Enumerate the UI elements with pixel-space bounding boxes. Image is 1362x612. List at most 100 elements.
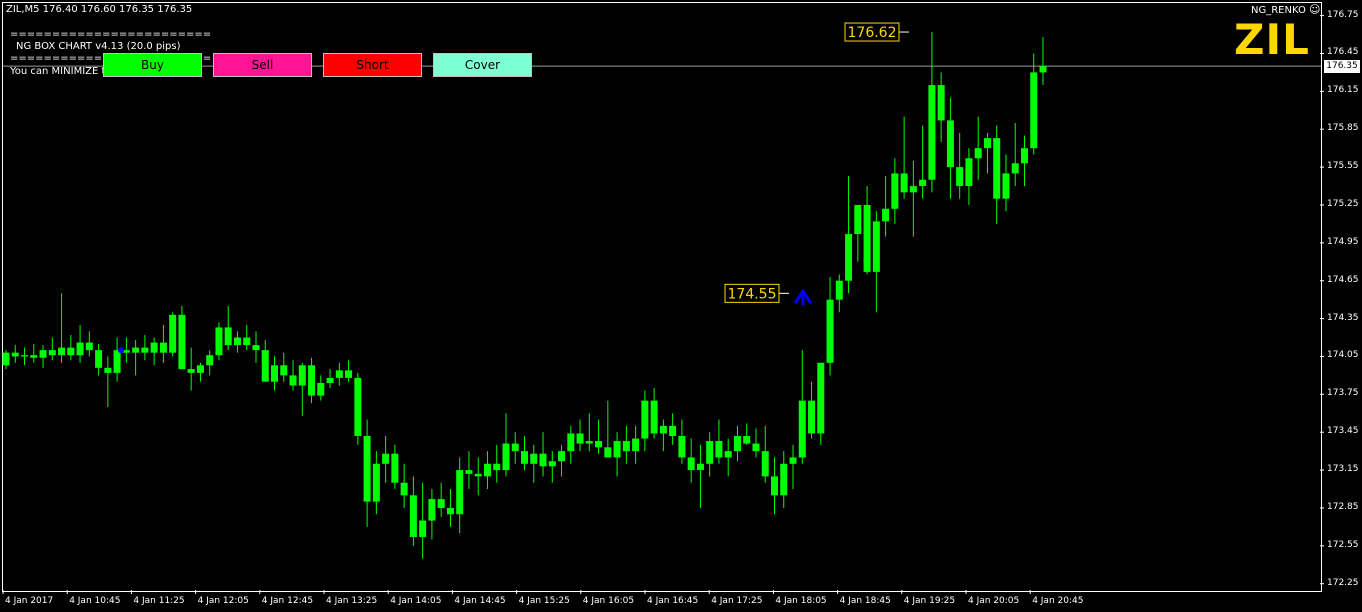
short-button[interactable]: Short bbox=[323, 53, 422, 77]
time-axis-label: 4 Jan 10:45 bbox=[69, 596, 121, 606]
bear-candle bbox=[48, 350, 56, 356]
bull-candle bbox=[21, 355, 29, 357]
bear-candle bbox=[946, 120, 954, 168]
bull-candle bbox=[789, 457, 797, 464]
bull-candle bbox=[613, 441, 621, 458]
time-axis-label: 4 Jan 12:05 bbox=[197, 596, 249, 606]
time-axis-label: 4 Jan 15:25 bbox=[518, 596, 570, 606]
price-axis-label: 174.65 bbox=[1327, 274, 1359, 285]
sell-button[interactable]: Sell bbox=[213, 53, 312, 77]
price-label-text: 176.62 bbox=[848, 25, 897, 41]
bull-candle bbox=[983, 138, 991, 149]
bull-candle bbox=[382, 453, 390, 464]
time-axis-label: 4 Jan 20:45 bbox=[1032, 596, 1084, 606]
bear-candle bbox=[604, 447, 612, 458]
bear-candle bbox=[67, 347, 75, 356]
bear-candle bbox=[11, 352, 19, 357]
bull-candle bbox=[419, 520, 427, 537]
smiley-icon: ☺ bbox=[1309, 3, 1321, 16]
bear-candle bbox=[363, 435, 371, 502]
bear-candle bbox=[808, 400, 816, 434]
bear-candle bbox=[937, 85, 945, 121]
time-axis-label: 4 Jan 17:25 bbox=[711, 596, 763, 606]
bull-candle bbox=[1002, 173, 1010, 199]
bull-candle bbox=[696, 463, 704, 471]
bull-candle bbox=[919, 179, 927, 187]
time-axis-label: 4 Jan 16:05 bbox=[582, 596, 635, 606]
bear-candle bbox=[622, 441, 630, 452]
bear-candle bbox=[308, 365, 316, 396]
symbol-watermark: ZIL bbox=[1234, 15, 1310, 64]
bear-candle bbox=[95, 350, 103, 368]
bull-candle bbox=[548, 461, 556, 467]
price-label-box bbox=[844, 22, 900, 42]
box-separator-top: ======================== bbox=[10, 29, 212, 40]
cover-button[interactable]: Cover bbox=[433, 53, 532, 77]
bull-candle bbox=[965, 158, 973, 187]
price-axis-label: 176.45 bbox=[1327, 47, 1359, 58]
bull-candle bbox=[169, 314, 177, 353]
bull-candle bbox=[39, 350, 47, 358]
price-axis-label: 174.95 bbox=[1327, 236, 1359, 247]
bull-candle bbox=[1030, 72, 1038, 149]
bull-candle bbox=[798, 400, 806, 458]
bull-candle bbox=[271, 365, 279, 382]
bull-candle bbox=[317, 382, 325, 396]
time-axis-label: 4 Jan 18:05 bbox=[775, 596, 827, 606]
price-axis-label: 173.15 bbox=[1327, 464, 1359, 475]
bear-candle bbox=[761, 451, 769, 477]
bear-candle bbox=[521, 451, 528, 464]
bear-candle bbox=[85, 342, 93, 351]
bull-candle bbox=[706, 441, 714, 464]
buy-button[interactable]: Buy bbox=[103, 53, 202, 77]
chart-area[interactable] bbox=[2, 2, 1322, 592]
bear-candle bbox=[122, 350, 130, 353]
bull-candle bbox=[530, 453, 538, 464]
bear-candle bbox=[576, 433, 584, 444]
bear-candle bbox=[650, 400, 658, 434]
bear-candle bbox=[493, 463, 501, 471]
bull-candle bbox=[58, 347, 66, 356]
bull-candle bbox=[558, 451, 566, 462]
bull-candle bbox=[891, 173, 899, 209]
time-axis-label: 4 Jan 2017 bbox=[5, 596, 54, 606]
bear-candle bbox=[224, 327, 232, 346]
price-axis-label: 172.25 bbox=[1327, 577, 1359, 588]
time-axis-label: 4 Jan 14:45 bbox=[454, 596, 506, 606]
bull-candle bbox=[632, 438, 640, 452]
bear-candle bbox=[289, 375, 297, 386]
bull-candle bbox=[298, 365, 306, 386]
bull-candle bbox=[335, 370, 343, 378]
indicator-name-label: NG_RENKO bbox=[1251, 5, 1306, 16]
bull-candle bbox=[659, 425, 667, 434]
price-axis-label: 174.05 bbox=[1327, 350, 1359, 361]
price-axis-label: 176.15 bbox=[1327, 85, 1359, 96]
bear-candle bbox=[261, 350, 269, 382]
bull-candle bbox=[2, 352, 10, 366]
bull-candle bbox=[1011, 163, 1019, 174]
bear-candle bbox=[280, 365, 288, 376]
time-axis-label: 4 Jan 12:45 bbox=[261, 596, 314, 606]
minimize-hint: You can MINIMIZE this window, now! bbox=[10, 66, 192, 77]
bear-candle bbox=[400, 482, 408, 496]
bear-candle bbox=[752, 443, 760, 452]
bear-candle bbox=[678, 435, 686, 458]
time-axis-label: 4 Jan 20:05 bbox=[968, 596, 1020, 606]
bear-candle bbox=[409, 495, 417, 537]
bull-candle bbox=[1020, 148, 1028, 164]
bull-candle bbox=[585, 441, 593, 444]
bear-candle bbox=[687, 457, 695, 471]
bear-candle bbox=[243, 337, 251, 346]
bull-candle bbox=[872, 221, 880, 272]
bull-candle bbox=[780, 463, 788, 496]
bear-candle bbox=[595, 441, 603, 448]
bull-candle bbox=[1039, 66, 1047, 73]
bear-candle bbox=[446, 507, 454, 515]
bull-candle bbox=[132, 347, 140, 353]
bear-candle bbox=[465, 470, 473, 474]
time-axis-label: 4 Jan 14:05 bbox=[390, 596, 442, 606]
bear-candle bbox=[159, 342, 167, 353]
box-title: NG BOX CHART v4.13 (20.0 pips) bbox=[16, 41, 181, 52]
price-axis-label: 173.75 bbox=[1327, 388, 1359, 399]
